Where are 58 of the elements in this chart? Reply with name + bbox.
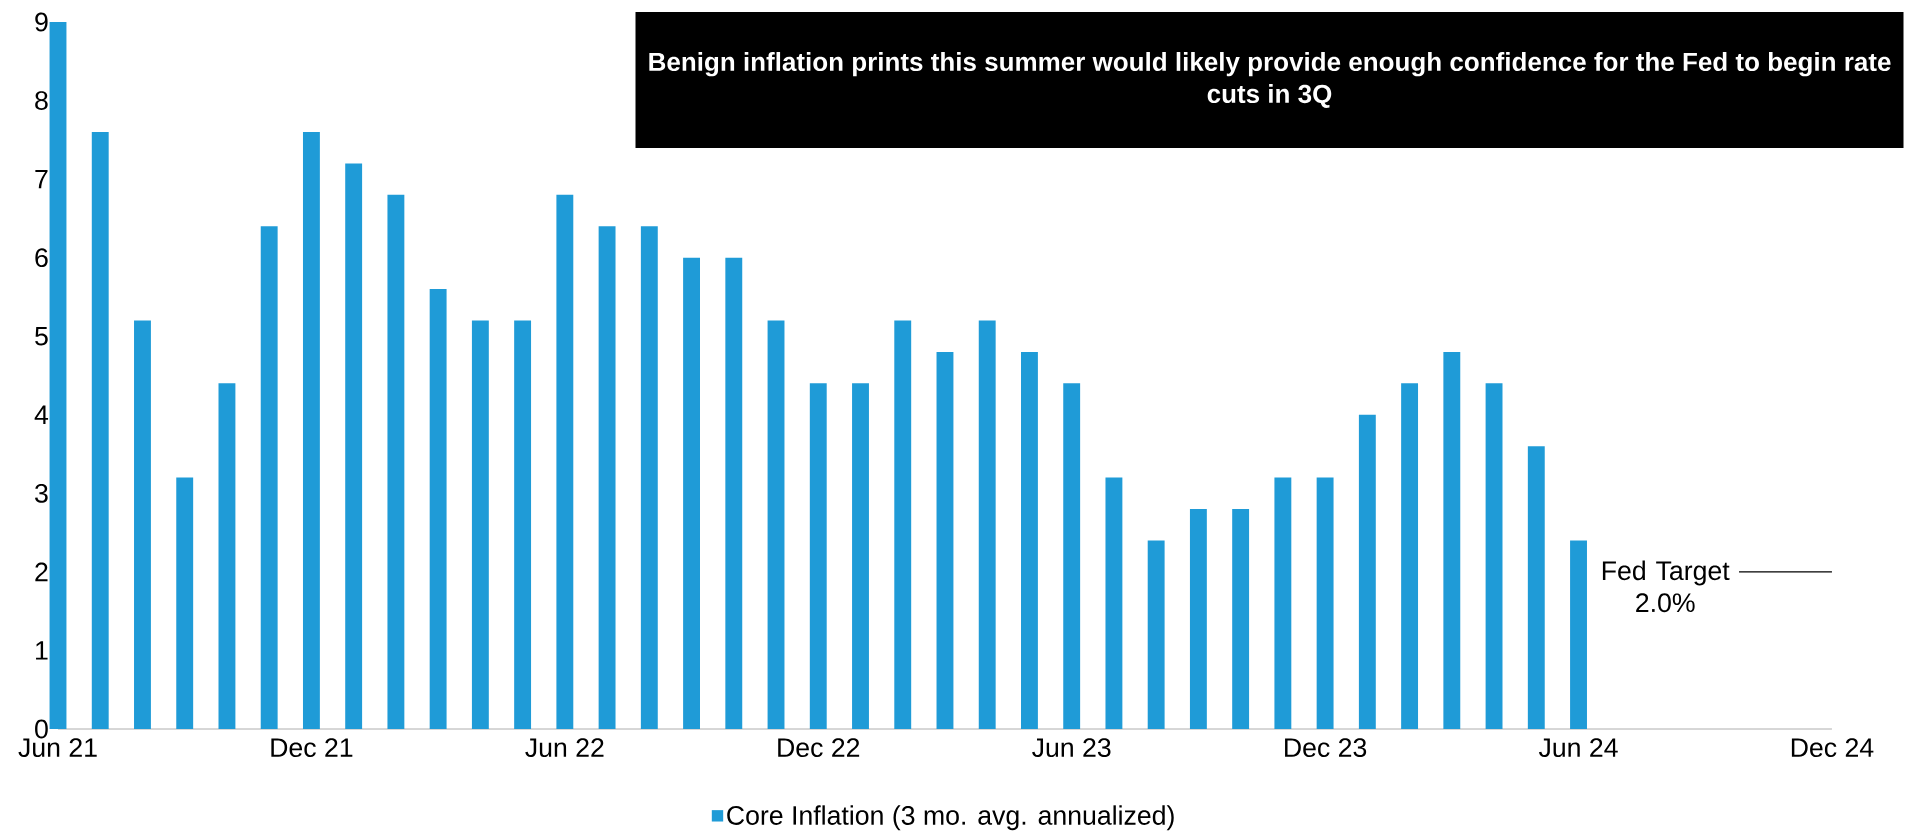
bar [1527,446,1545,729]
bar [894,320,912,729]
x-tick-label: Jun 21 [18,738,97,758]
bar [218,383,236,729]
bar [134,320,151,729]
bar [1274,477,1292,729]
y-tick-label: 0 [35,719,48,739]
bar [556,194,574,729]
bar [471,320,489,729]
bar [429,289,447,729]
x-tick-label: Dec 22 [778,738,860,758]
bar [1485,383,1503,729]
bar [1063,383,1081,729]
bar [725,257,743,729]
bar [1189,509,1207,729]
bar [1316,477,1334,729]
bar [176,477,194,729]
x-tick-label: Dec 23 [1285,738,1367,758]
bar [302,131,320,729]
y-tick-label: 7 [35,169,48,189]
x-tick-label: Dec 24 [1791,738,1874,758]
x-tick-label: Jun 24 [1538,738,1618,758]
bar [1570,540,1587,729]
bar [345,163,363,729]
bar [387,194,405,729]
bar [260,226,278,729]
bar [767,320,785,729]
y-tick-label: 3 [35,483,48,503]
bar [683,257,700,729]
y-tick-label: 2 [35,562,48,582]
y-tick-label: 1 [36,641,48,660]
y-tick-label: 9 [35,12,48,32]
x-tick-label: Dec 21 [271,738,353,758]
bar [514,320,532,729]
bar [1021,351,1038,729]
bar [49,22,67,729]
y-tick-label: 6 [35,248,48,268]
bar [852,383,869,729]
x-tick-label: Jun 23 [1032,738,1111,758]
bar [91,131,109,729]
annotation: Benign inflation prints this summer would likely provide enough confidence for the Fed to begin rate cuts in 3Q [649,52,1891,108]
bar [1105,477,1123,729]
bar [1232,509,1250,729]
ref-line-label: Fed Target 2.0% [1602,560,1730,613]
bar [978,320,996,729]
y-tick-label: 5 [35,326,48,346]
bar [809,383,827,729]
x-tick-label: Jun 22 [525,738,604,758]
y-tick-label: 8 [35,91,48,110]
y-tick-label: 4 [34,405,49,424]
legend-label: Core Inflation (3 mo. avg. annualized) [727,805,1174,831]
bar [1443,351,1461,729]
bar [1147,540,1165,729]
bar [936,351,954,729]
bar [1358,414,1376,729]
bar [1401,383,1419,729]
bar [640,226,658,729]
bar [598,226,616,729]
